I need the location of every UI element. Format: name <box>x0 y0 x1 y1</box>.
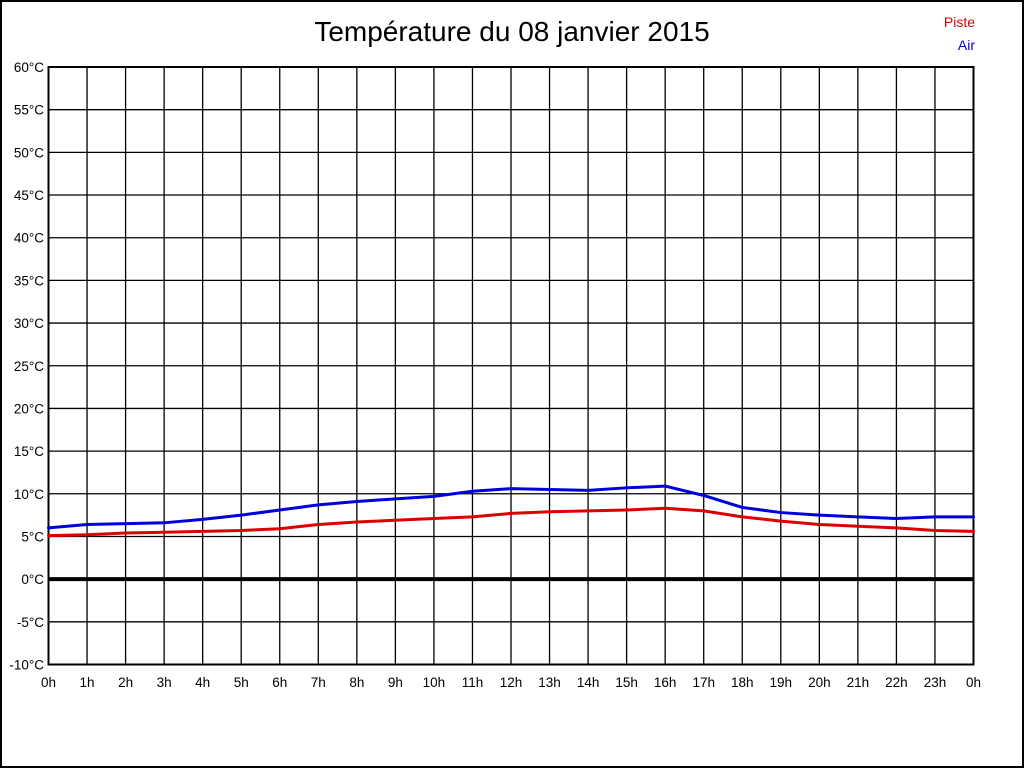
y-tick-label: -5°C <box>17 615 44 630</box>
y-tick-label: 20°C <box>14 401 44 416</box>
x-tick-label: 10h <box>423 675 446 690</box>
x-tick-label: 19h <box>770 675 793 690</box>
y-tick-label: 15°C <box>14 444 44 459</box>
piste-line <box>47 506 975 538</box>
legend-item-piste: Piste <box>943 14 975 30</box>
x-tick-label: 20h <box>808 675 831 690</box>
x-tick-label: 9h <box>388 675 403 690</box>
x-tick-label: 16h <box>654 675 677 690</box>
y-tick-label: 60°C <box>14 60 44 75</box>
y-tick-label: 45°C <box>14 188 44 203</box>
air-line <box>47 484 975 530</box>
x-tick-label: 23h <box>924 675 947 690</box>
x-tick-label: 2h <box>118 675 133 690</box>
y-tick-label: 40°C <box>14 231 44 246</box>
grid <box>47 66 975 666</box>
x-tick-label: 7h <box>311 675 326 690</box>
x-tick-label: 4h <box>195 675 210 690</box>
y-tick-label: 30°C <box>14 316 44 331</box>
x-tick-label: 22h <box>885 675 908 690</box>
y-tick-label: 55°C <box>14 103 44 118</box>
plot-border <box>47 66 975 666</box>
y-tick-label: 0°C <box>21 572 44 587</box>
x-tick-label: 8h <box>349 675 364 690</box>
x-tick-label: 11h <box>462 675 484 690</box>
x-tick-label: 1h <box>80 675 95 690</box>
x-tick-label: 21h <box>847 675 870 690</box>
legend-item-air: Air <box>957 37 975 53</box>
x-axis-labels: 0h 1h 2h 3h 4h 5h 6h 7h 8h 9h 10h 11h 12h 13h 14h 15h 16… <box>41 675 981 690</box>
x-tick-label: 18h <box>731 675 754 690</box>
x-tick-label: 12h <box>500 675 523 690</box>
x-tick-label: 6h <box>272 675 287 690</box>
chart-title: Température du 08 janvier 2015 <box>314 16 710 47</box>
x-tick-label: 17h <box>692 675 715 690</box>
x-tick-label: 3h <box>157 675 172 690</box>
x-tick-label: 0h <box>966 675 981 690</box>
y-tick-label: 5°C <box>21 529 44 544</box>
x-tick-label: 14h <box>577 675 600 690</box>
x-tick-label: 13h <box>538 675 561 690</box>
y-tick-label: 50°C <box>14 145 44 160</box>
legend: Piste Air <box>944 11 975 57</box>
x-tick-label: 5h <box>234 675 249 690</box>
x-tick-label: 15h <box>615 675 638 690</box>
y-tick-label: 25°C <box>14 359 44 374</box>
y-tick-label: -10°C <box>9 658 44 673</box>
y-tick-label: 35°C <box>14 273 44 288</box>
y-axis-labels: 60°C 55°C 50°C 45°C 40°C 35°C 30°C 25°C 20°C 15°C… <box>9 60 44 673</box>
x-tick-label: 0h <box>41 675 56 690</box>
y-tick-label: 10°C <box>14 487 44 502</box>
